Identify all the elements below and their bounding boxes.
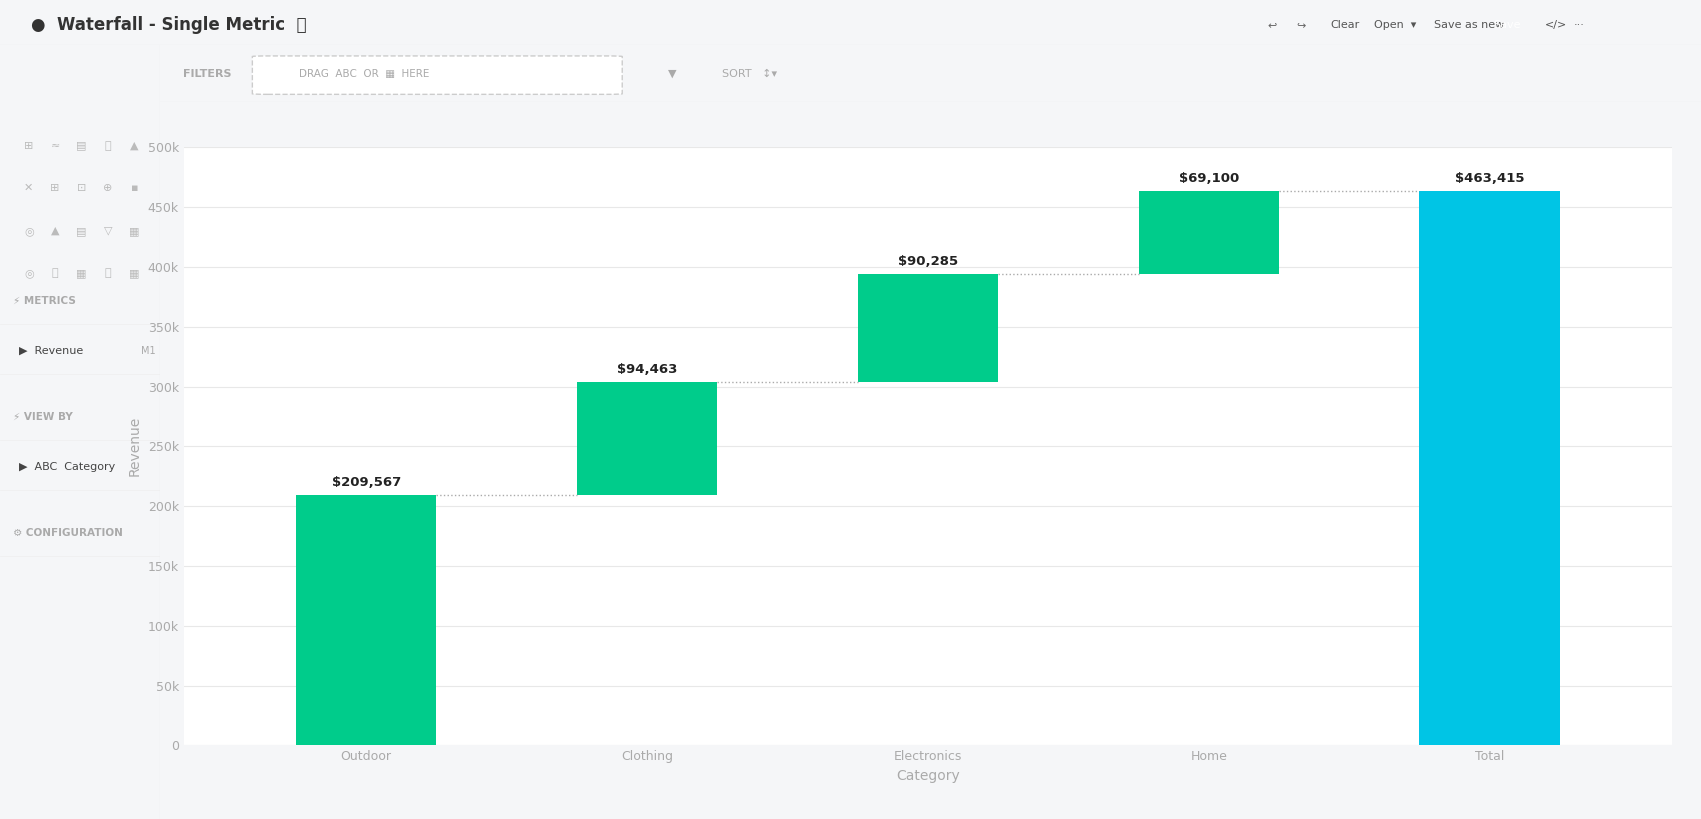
Text: 📍: 📍: [105, 269, 111, 278]
Text: DRAG  ABC  OR  ▦  HERE: DRAG ABC OR ▦ HERE: [299, 69, 429, 79]
Text: ◎: ◎: [24, 226, 34, 236]
X-axis label: Category: Category: [896, 769, 959, 783]
Text: ▲: ▲: [129, 141, 138, 151]
Text: ⚡ METRICS: ⚡ METRICS: [14, 296, 75, 305]
Text: ···: ···: [1573, 20, 1584, 29]
Text: Open  ▾: Open ▾: [1374, 20, 1417, 29]
Text: $463,415: $463,415: [1454, 172, 1524, 185]
Text: ▤: ▤: [77, 141, 87, 151]
Bar: [1419, 191, 1560, 745]
Text: Save: Save: [1493, 20, 1521, 29]
Text: ◎: ◎: [24, 269, 34, 278]
Text: $209,567: $209,567: [332, 476, 401, 489]
Text: ⊕: ⊕: [104, 183, 112, 193]
Text: ≈: ≈: [51, 141, 60, 151]
Bar: [577, 382, 718, 495]
Text: ▶  ABC  Category: ▶ ABC Category: [19, 462, 116, 472]
Text: </>: </>: [1545, 20, 1567, 29]
Text: ⊞: ⊞: [51, 183, 60, 193]
Text: M1: M1: [141, 346, 155, 355]
Text: SORT   ↕▾: SORT ↕▾: [723, 69, 777, 79]
Text: ⊞: ⊞: [24, 141, 34, 151]
Text: $69,100: $69,100: [1179, 172, 1238, 185]
Text: 〜: 〜: [51, 269, 58, 278]
Bar: [857, 274, 998, 382]
Text: ▪: ▪: [131, 183, 138, 193]
Text: ▦: ▦: [129, 226, 139, 236]
Text: $90,285: $90,285: [898, 255, 958, 268]
FancyBboxPatch shape: [252, 56, 623, 94]
Bar: [296, 495, 437, 745]
Text: ▦: ▦: [129, 269, 139, 278]
Text: FILTERS: FILTERS: [184, 69, 231, 79]
Text: ⚡ VIEW BY: ⚡ VIEW BY: [14, 411, 73, 422]
Text: ▼: ▼: [668, 69, 677, 79]
Y-axis label: Revenue: Revenue: [128, 416, 143, 477]
Text: ▦: ▦: [77, 269, 87, 278]
Text: ⚙ CONFIGURATION: ⚙ CONFIGURATION: [14, 527, 122, 537]
Text: ▶  Revenue: ▶ Revenue: [19, 346, 83, 355]
Text: ▽: ▽: [104, 226, 112, 236]
Text: ▲: ▲: [51, 226, 60, 236]
Text: Save as new: Save as new: [1434, 20, 1504, 29]
Text: Clear: Clear: [1330, 20, 1359, 29]
Text: $94,463: $94,463: [617, 363, 677, 376]
Text: ✕: ✕: [24, 183, 34, 193]
Text: ↩: ↩: [1267, 20, 1277, 29]
Text: 〜: 〜: [105, 141, 111, 151]
Bar: [1138, 191, 1279, 274]
Text: ⊡: ⊡: [77, 183, 87, 193]
Text: ↪: ↪: [1296, 20, 1306, 29]
Text: ▤: ▤: [77, 226, 87, 236]
Text: ●  Waterfall - Single Metric  ⓘ: ● Waterfall - Single Metric ⓘ: [31, 16, 306, 34]
